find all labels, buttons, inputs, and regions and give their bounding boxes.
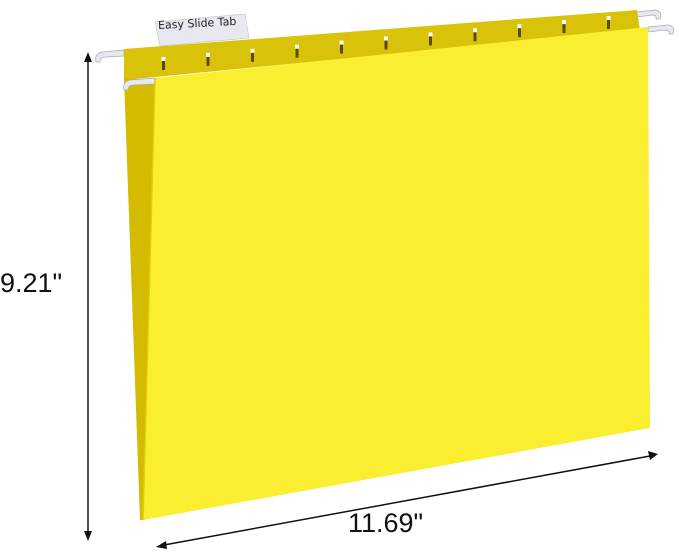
slot [251,51,254,62]
back-hook-left [95,49,125,63]
slot [607,19,610,29]
slot [340,43,343,54]
slot [162,60,165,70]
slot [384,39,388,50]
slot [295,47,299,58]
width-label: 11.69" [348,508,424,538]
front-hook-left [123,77,156,91]
front-hook-right [647,24,675,35]
slot [206,55,210,66]
slide-tab [154,13,250,47]
back-hook-right [636,9,662,20]
slot [518,27,521,38]
height-label: 9.21" [0,268,63,298]
slot [473,31,477,42]
side-flap [124,78,156,520]
front-panel [143,27,650,520]
slot [562,23,566,34]
height-dimension-arrow [84,52,92,541]
slot [429,35,432,46]
width-dimension-arrow [156,451,658,549]
back-panel [124,10,640,80]
tab-slots [161,16,611,70]
